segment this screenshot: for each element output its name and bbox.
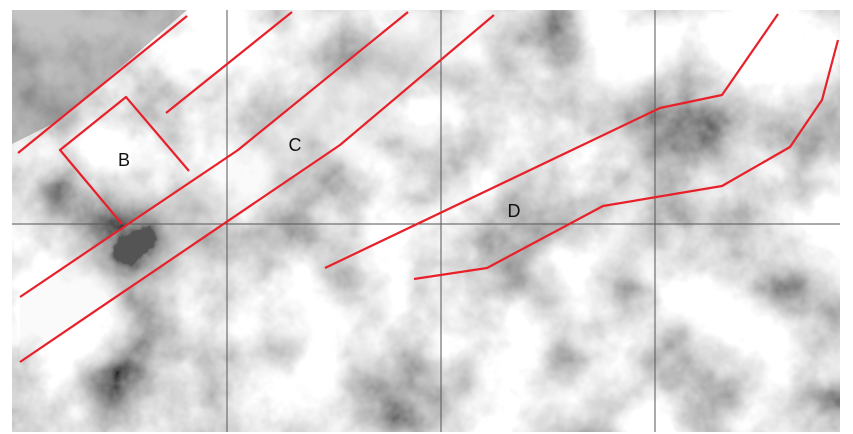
label: C <box>289 135 302 155</box>
label: D <box>508 201 521 221</box>
annotated-terrain-image: A B C D <box>0 0 853 434</box>
label: B <box>118 150 130 170</box>
label: A <box>172 51 184 71</box>
image <box>0 0 840 432</box>
